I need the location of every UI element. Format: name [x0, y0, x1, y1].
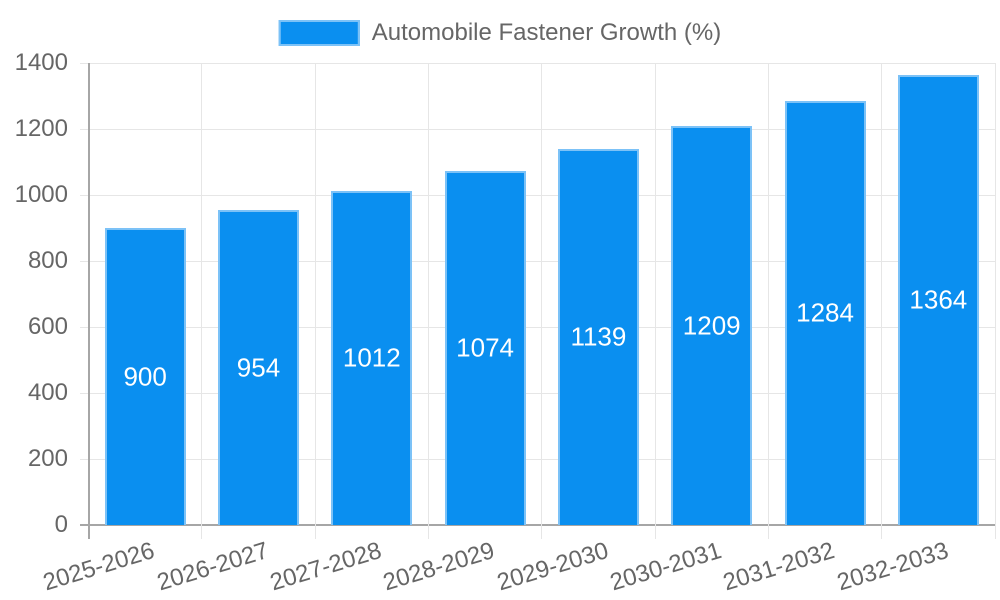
gridline-horizontal [80, 392, 995, 394]
gridline-horizontal [80, 128, 995, 130]
bar-value-label: 1139 [570, 321, 627, 352]
legend-swatch [278, 20, 360, 46]
bar[interactable] [331, 191, 413, 525]
gridline-horizontal [80, 326, 995, 328]
gridline-vertical [881, 63, 883, 539]
bar[interactable] [897, 74, 979, 525]
gridline-horizontal [80, 260, 995, 262]
legend-label: Automobile Fastener Growth (%) [371, 19, 722, 46]
gridline-horizontal [80, 194, 995, 196]
x-axis-baseline [80, 524, 995, 526]
bar[interactable] [104, 228, 186, 525]
gridline-vertical [201, 63, 203, 539]
bar-value-label: 1364 [909, 284, 968, 315]
y-axis-tick-label: 400 [27, 379, 68, 406]
bar[interactable] [557, 149, 639, 525]
x-axis-tick-label: 2031-2032 [720, 537, 838, 597]
x-axis-tick-label: 2025-2026 [40, 537, 159, 597]
y-axis-tick-label: 1200 [14, 115, 68, 142]
y-axis-line [87, 63, 90, 539]
legend-item[interactable]: Automobile Fastener Growth (%) [278, 19, 722, 47]
bar-value-label: 1284 [796, 297, 854, 328]
bar-value-label: 954 [236, 352, 281, 383]
x-axis-tick-label: 2030-2031 [606, 537, 725, 597]
bar-value-label: 1074 [456, 332, 515, 363]
gridline-vertical [767, 63, 769, 539]
gridline-vertical [314, 63, 316, 539]
x-axis-tick-label: 2029-2030 [493, 537, 612, 597]
y-axis-tick-label: 600 [27, 313, 68, 340]
bar-value-label: 1012 [342, 342, 401, 373]
x-axis-tick-label: 2026-2027 [153, 537, 272, 597]
x-axis-tick-label: 2027-2028 [267, 537, 385, 597]
gridline-vertical [654, 63, 656, 539]
bar[interactable] [784, 101, 866, 525]
y-axis-tick-label: 200 [27, 445, 68, 472]
x-axis-tick-label: 2032-2033 [833, 537, 952, 597]
bar-value-label: 1209 [682, 310, 741, 340]
gridline-vertical [541, 63, 543, 539]
y-axis-tick-label: 1400 [14, 49, 68, 76]
y-axis-tick-label: 800 [27, 247, 68, 274]
x-axis-tick-label: 2028-2029 [380, 537, 498, 597]
bar-value-label: 900 [123, 361, 167, 391]
bar[interactable] [444, 170, 526, 525]
y-axis-tick-label: 0 [54, 511, 68, 538]
bar[interactable] [671, 126, 753, 525]
bar[interactable] [217, 210, 299, 525]
gridline-horizontal [80, 62, 995, 64]
gridline-vertical [427, 63, 429, 539]
y-axis-tick-label: 1000 [14, 181, 68, 208]
gridline-vertical [994, 63, 996, 539]
gridline-horizontal [80, 458, 995, 460]
